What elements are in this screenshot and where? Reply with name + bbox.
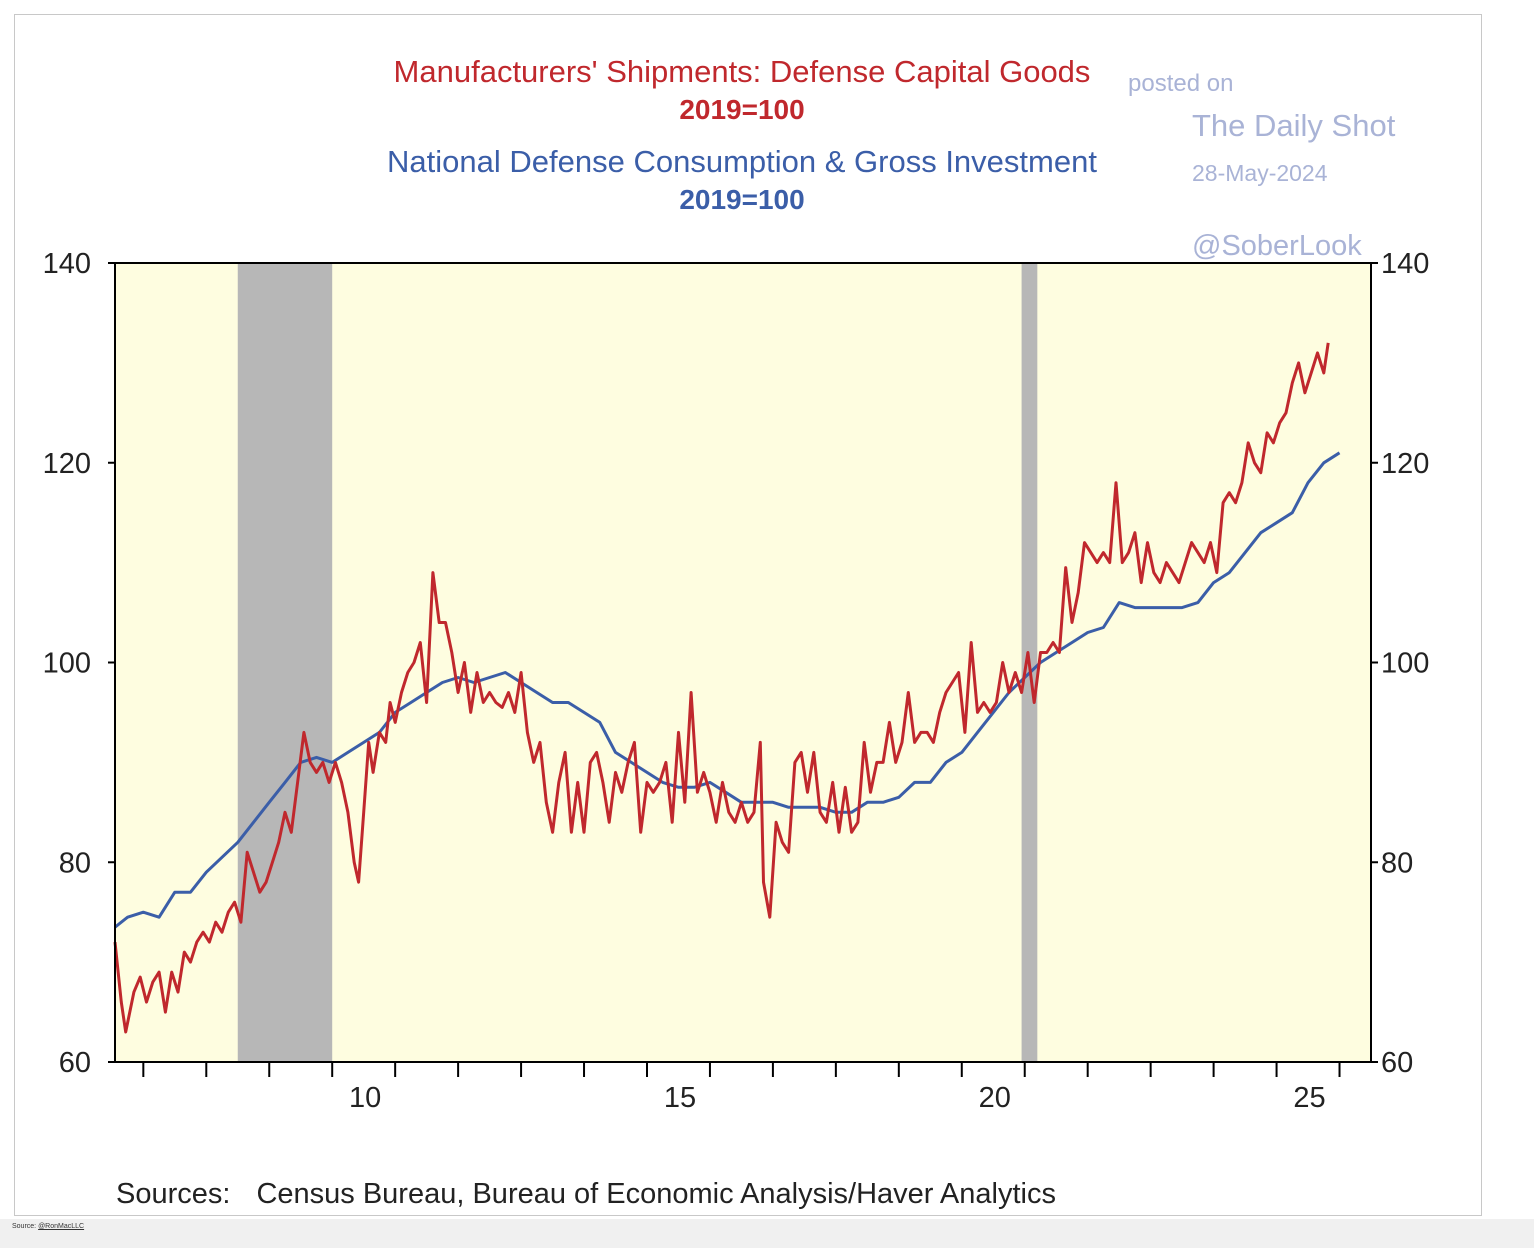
y-tick-label-right-100: 100 [1381,648,1429,680]
y-tick-label-left-120: 120 [43,448,91,480]
y-tick-label-left-100: 100 [43,648,91,680]
y-tick-label-right-120: 120 [1381,448,1429,480]
plot-border [114,262,1372,1063]
y-tick-label-left-80: 80 [59,847,91,879]
watermark-daily-shot: The Daily Shot [1192,108,1396,143]
chart-subtitle-index-base-red: 2019=100 [679,94,805,125]
sources-text: Census Bureau, Bureau of Economic Analys… [256,1178,1056,1210]
watermark-date: 28-May-2024 [1192,160,1328,186]
watermark-handle: @SoberLook [1192,230,1362,262]
chart-title-national-defense: National Defense Consumption & Gross Inv… [387,144,1097,179]
series-line-defense-capital-goods [113,342,1330,1034]
axis-labels: 60 60 80 80 100 100 120 120 140 140 10 15 20 25 [43,248,1430,1114]
recession-shading [237,263,1038,1062]
x-tick-label-25: 25 [1293,1082,1325,1114]
y-tick-label-left-140: 140 [43,248,91,280]
x-tick-label-15: 15 [664,1082,696,1114]
footer-source: Source: @RonMacLLC [12,1223,84,1230]
y-tick-label-right-140: 140 [1381,248,1429,280]
chart-title-defense-capital-goods: Manufacturers' Shipments: Defense Capita… [393,54,1091,89]
y-tick-label-right-80: 80 [1381,847,1413,879]
watermark-posted-on: posted on [1128,70,1234,97]
footer-source-link[interactable]: @RonMacLLC [38,1223,85,1230]
x-tick-label-10: 10 [349,1082,381,1114]
recession-band-1 [237,263,333,1062]
x-tick-label-20: 20 [979,1082,1011,1114]
chart-subtitle-index-base-blue: 2019=100 [679,184,805,215]
y-tick-label-left-60: 60 [59,1047,91,1079]
axis-ticks [108,262,1378,1077]
footer-bar: Source: @RonMacLLC [0,1219,1534,1248]
sources-label: Sources: [116,1178,231,1210]
sources-note: Sources: Census Bureau, Bureau of Economi… [116,1178,1056,1211]
footer-source-prefix: Source: [12,1223,39,1230]
y-tick-label-right-60: 60 [1381,1047,1413,1079]
